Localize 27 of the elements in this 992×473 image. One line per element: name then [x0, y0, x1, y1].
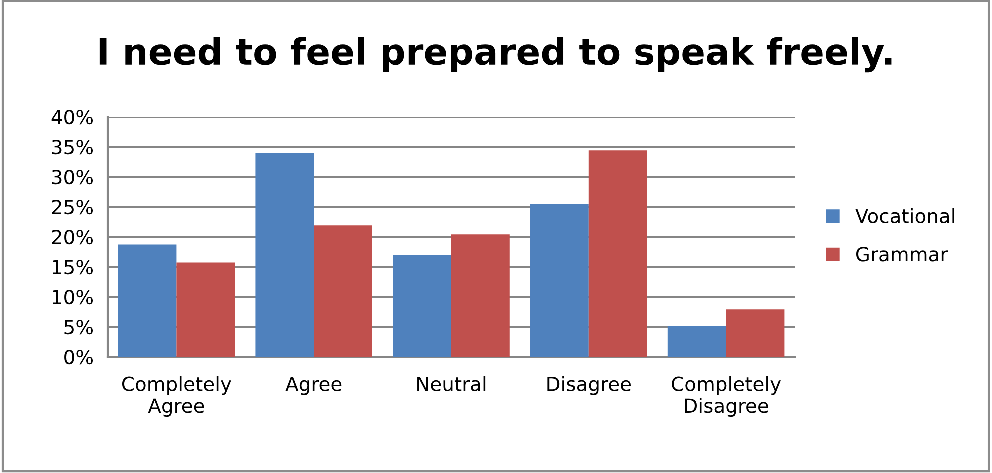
y-tick-label: 25%: [52, 200, 94, 215]
y-tick-label: 5%: [64, 320, 94, 335]
y-tick-label: 20%: [52, 230, 94, 245]
x-tick-label: Agree: [286, 377, 342, 396]
legend-label: Vocational: [856, 208, 954, 224]
bar: [176, 262, 236, 357]
y-tick-label: 40%: [52, 110, 94, 125]
bar: [530, 204, 589, 357]
y-tick-label: 35%: [52, 140, 94, 155]
x-tick-label: Neutral: [418, 376, 486, 392]
y-tick-label: 30%: [52, 170, 94, 185]
bar: [118, 244, 177, 357]
legend-label: Grammar: [856, 247, 948, 262]
y-tick-label: 10%: [53, 290, 94, 305]
bar: [256, 153, 314, 357]
y-tick-label: 15%: [53, 260, 94, 275]
y-tick-label: 0%: [64, 350, 94, 365]
x-tick-label: Completely Disagree: [672, 376, 782, 418]
bar: [726, 310, 785, 357]
chart-title: I need to feel prepared to speak freely.: [100, 37, 892, 73]
bar: [668, 326, 726, 357]
bar: [452, 234, 510, 357]
bar: [588, 150, 648, 357]
x-tick-label: Completely Agree: [122, 376, 232, 418]
bar: [393, 255, 452, 357]
x-tick-label: Disagree: [548, 376, 631, 396]
bar: [314, 226, 372, 357]
